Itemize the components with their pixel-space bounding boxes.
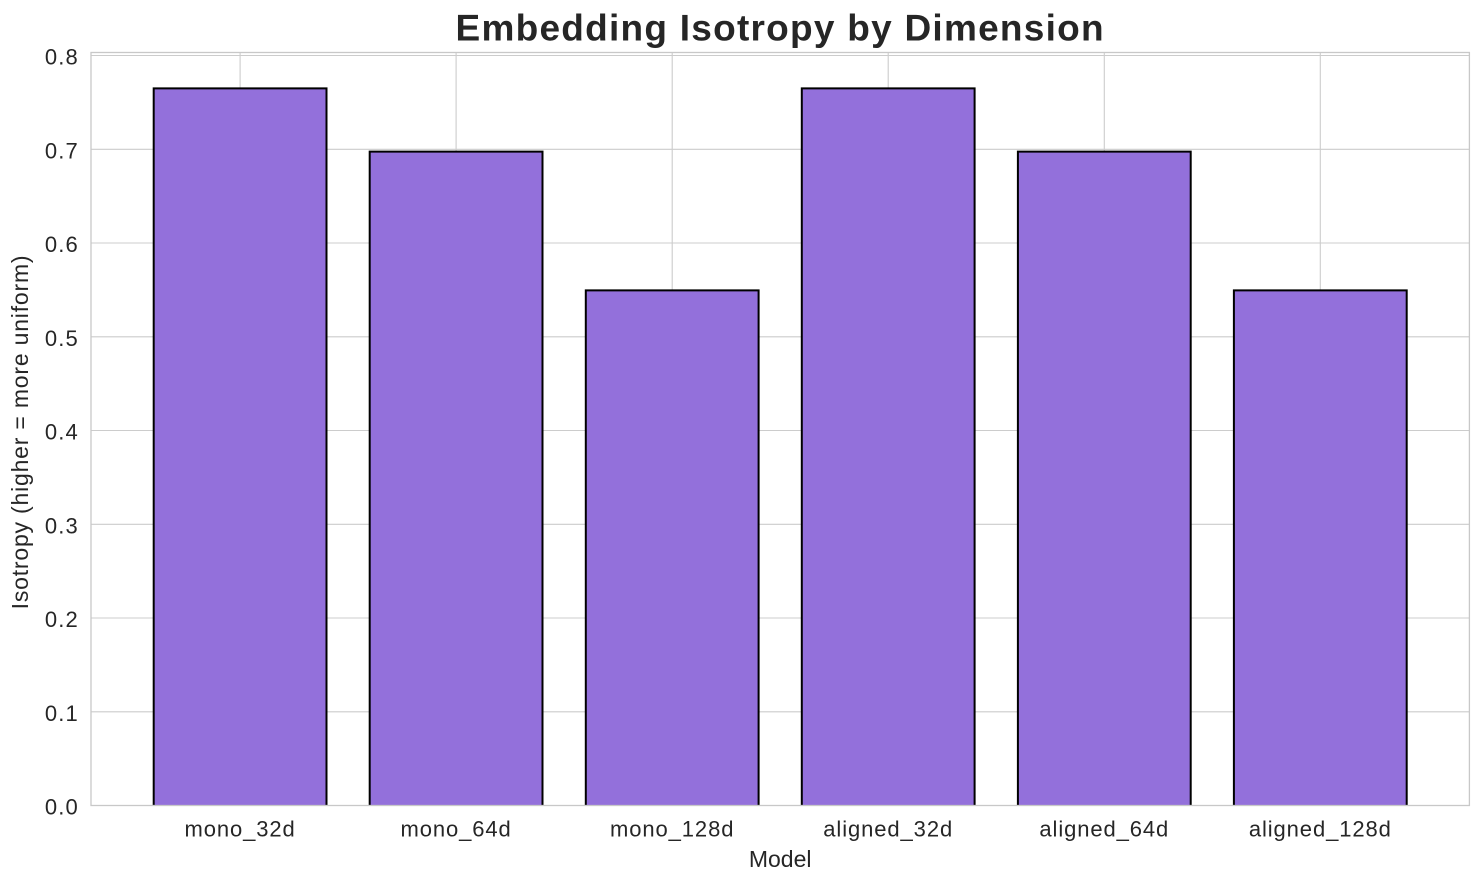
svg-text:aligned_64d: aligned_64d — [1039, 817, 1169, 842]
svg-text:aligned_128d: aligned_128d — [1249, 817, 1392, 842]
svg-text:0.6: 0.6 — [45, 232, 79, 257]
svg-text:0.3: 0.3 — [45, 514, 79, 539]
svg-text:Model: Model — [749, 846, 812, 872]
svg-text:Isotropy (higher = more unifor: Isotropy (higher = more uniform) — [7, 255, 33, 610]
svg-text:0.0: 0.0 — [45, 795, 79, 820]
svg-text:0.5: 0.5 — [45, 326, 79, 351]
svg-text:0.2: 0.2 — [45, 607, 79, 632]
svg-text:mono_64d: mono_64d — [401, 817, 512, 842]
svg-text:mono_32d: mono_32d — [185, 817, 296, 842]
svg-text:Embedding Isotropy by Dimensio: Embedding Isotropy by Dimension — [456, 7, 1105, 48]
svg-text:0.8: 0.8 — [45, 45, 79, 70]
svg-text:0.7: 0.7 — [45, 139, 79, 164]
svg-text:0.1: 0.1 — [45, 701, 79, 726]
svg-text:mono_128d: mono_128d — [610, 817, 734, 842]
svg-text:aligned_32d: aligned_32d — [823, 817, 953, 842]
svg-text:0.4: 0.4 — [45, 420, 79, 445]
